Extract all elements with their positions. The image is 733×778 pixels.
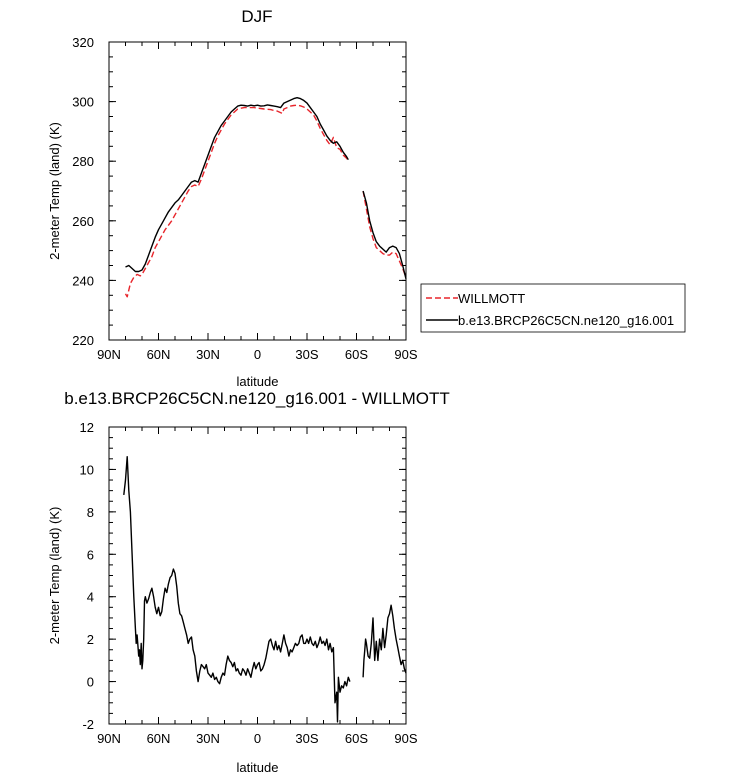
chart-title: DJF [241, 7, 272, 26]
series-line-2-segment-2 [362, 190, 407, 280]
y-tick-label: 280 [72, 154, 94, 169]
y-tick-label: 10 [80, 462, 94, 477]
series-line-2-segment-1 [125, 96, 349, 273]
chart-1: DJF 90N 60N 30N 0 30S 60S 90S 220 240 260 280 300 320… [47, 7, 686, 389]
y-tick-label: 300 [72, 95, 94, 110]
y-tick-label: 240 [72, 273, 94, 288]
y-tick-label: 12 [80, 420, 94, 435]
x-tick-label: 90N [97, 347, 121, 362]
x-tick-label: 90S [394, 731, 417, 746]
y-tick-label: -2 [82, 717, 94, 732]
y-tick-label: 220 [72, 333, 94, 348]
x-tick-label: 30S [295, 731, 318, 746]
y-tick-label: 0 [87, 675, 94, 690]
plot-frame [108, 41, 407, 341]
chart-2: b.e13.BRCP26C5CN.ne120_g16.001 - WILLMOT… [47, 389, 450, 775]
series-line-1-segment-1 [124, 104, 349, 298]
series-line-1-segment-2 [362, 190, 407, 278]
legend: WILLMOTT b.e13.BRCP26C5CN.ne120_g16.001 [420, 283, 686, 333]
chart-title: b.e13.BRCP26C5CN.ne120_g16.001 - WILLMOT… [64, 389, 450, 408]
y-tick-label: 260 [72, 214, 94, 229]
x-tick-label: 90N [97, 731, 121, 746]
x-tick-label: 60N [147, 347, 171, 362]
y-tick-label: 8 [87, 505, 94, 520]
plot-frame [108, 426, 407, 725]
x-tick-label: 60S [345, 731, 368, 746]
legend-box [420, 283, 686, 333]
x-tick-label: 60S [345, 347, 368, 362]
y-tick-label: 320 [72, 35, 94, 50]
x-tick-label: 30N [196, 347, 220, 362]
y-tick-label: 6 [87, 547, 94, 562]
legend-label: WILLMOTT [458, 291, 525, 306]
series-line-1-segment-2 [362, 604, 407, 678]
y-axis-label: 2-meter Temp (land) (K) [47, 122, 62, 260]
y-tick-label: 4 [87, 590, 94, 605]
x-tick-label: 0 [254, 347, 261, 362]
series-line-1-segment-1 [123, 456, 351, 723]
y-tick-label: 2 [87, 632, 94, 647]
x-tick-label: 60N [147, 731, 171, 746]
x-axis-label: latitude [237, 760, 279, 775]
x-tick-label: 0 [254, 731, 261, 746]
x-tick-label: 90S [394, 347, 417, 362]
legend-label: b.e13.BRCP26C5CN.ne120_g16.001 [458, 313, 674, 328]
x-axis-label: latitude [237, 374, 279, 389]
x-tick-label: 30N [196, 731, 220, 746]
x-tick-label: 30S [295, 347, 318, 362]
y-axis-label: 2-meter Temp (land) (K) [47, 507, 62, 645]
